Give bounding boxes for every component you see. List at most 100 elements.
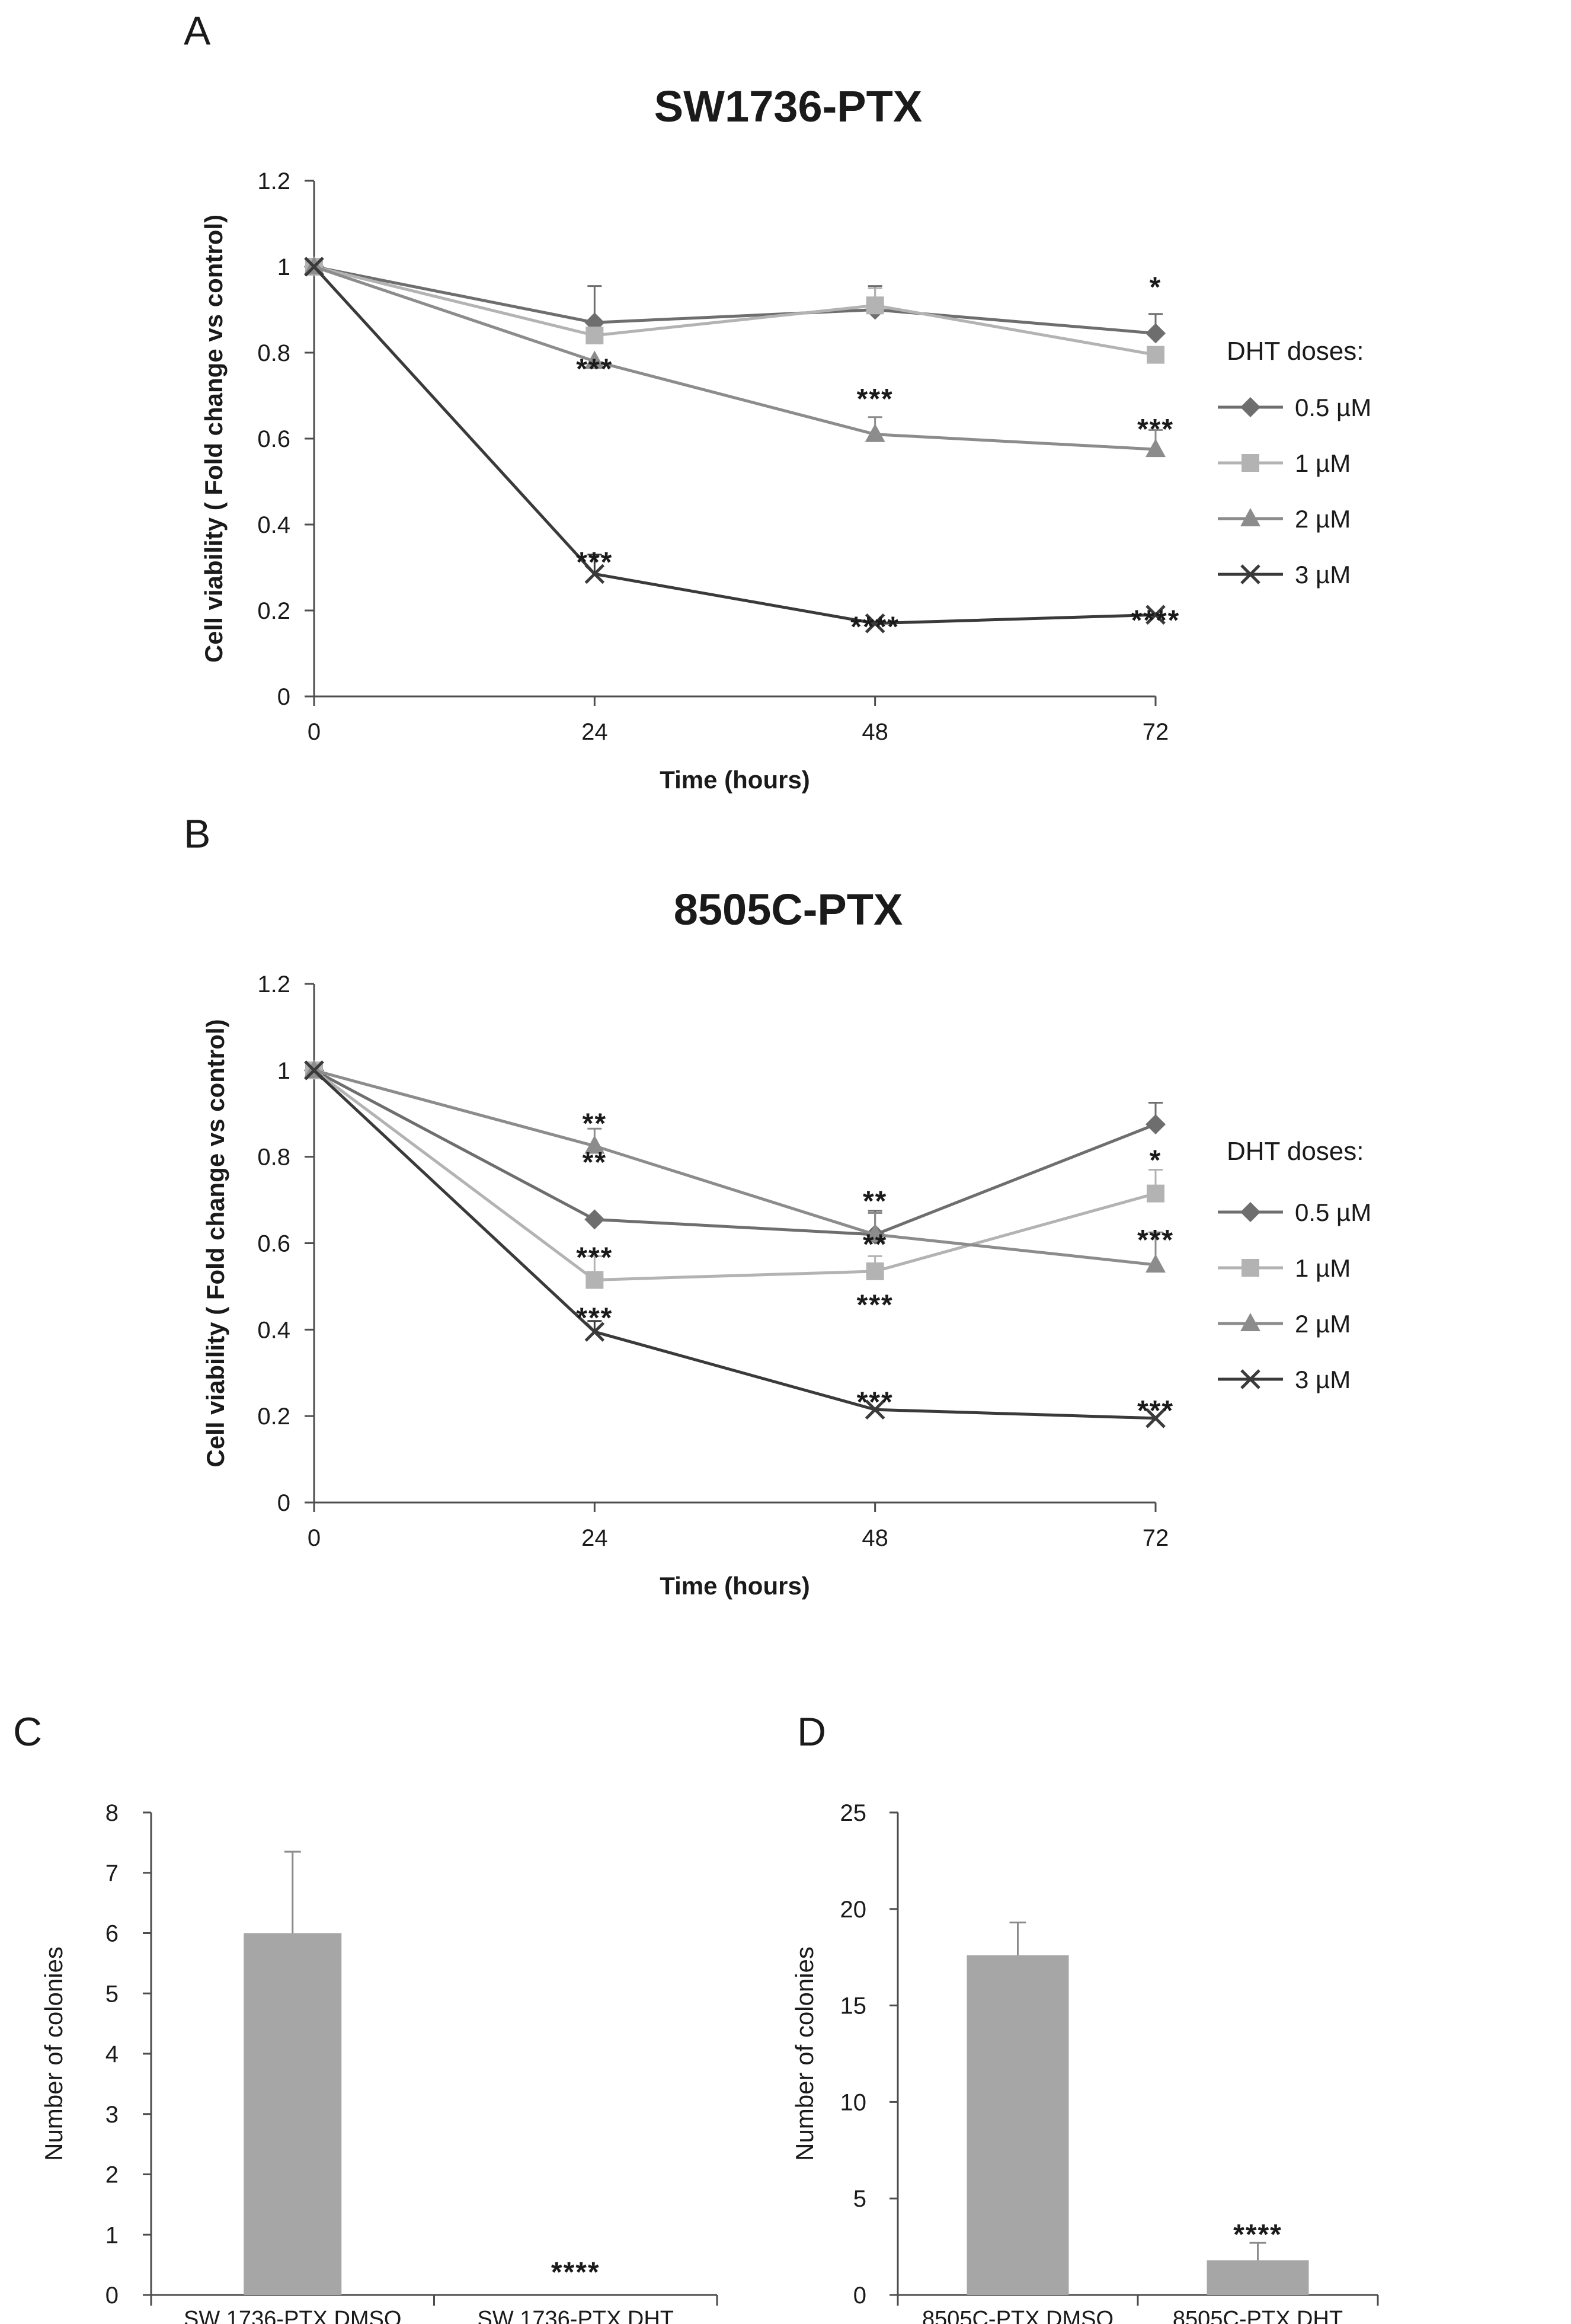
data-point — [865, 1223, 885, 1242]
data-point — [584, 564, 605, 584]
significance-label: *** — [576, 1302, 613, 1334]
y-tick-label: 1 — [105, 2222, 119, 2248]
legend-label: 1 µM — [1295, 1254, 1351, 1282]
y-tick-label: 0.6 — [257, 426, 290, 452]
bar — [967, 1955, 1069, 2295]
y-tick-label: 3 — [105, 2102, 119, 2128]
y-tick-label: 0.2 — [257, 1404, 290, 1430]
data-point — [1146, 323, 1166, 344]
y-tick-label: 20 — [840, 1897, 867, 1923]
x-tick-label: 24 — [581, 719, 608, 745]
data-point — [865, 613, 885, 634]
legend-marker — [1242, 454, 1259, 472]
legend-marker — [1240, 1202, 1260, 1222]
y-tick-label: 1.2 — [257, 168, 290, 194]
y-tick-label: 5 — [105, 1981, 119, 2007]
significance-label: ** — [863, 1186, 887, 1217]
data-point — [865, 1399, 885, 1420]
legend-label: 2 µM — [1295, 1310, 1351, 1338]
x-axis-label: Time (hours) — [660, 766, 810, 794]
y-tick-label: 0 — [277, 684, 290, 710]
y-axis-label: Number of colonies — [791, 1946, 818, 2161]
x-tick-label: 48 — [862, 1525, 888, 1551]
y-tick-label: 25 — [840, 1800, 867, 1826]
legend-label: 3 µM — [1295, 561, 1351, 589]
category-label: 8505C-PTX DMSO — [922, 2307, 1114, 2324]
series-line-1 — [313, 1069, 1156, 1282]
category-label: SW 1736-PTX DMSO — [184, 2307, 401, 2324]
significance-label: *** — [1137, 1395, 1174, 1427]
data-point — [584, 1209, 605, 1230]
data-point — [1146, 605, 1166, 625]
category-label: 8505C-PTX DHT — [1173, 2307, 1343, 2324]
x-tick-label: 48 — [862, 719, 888, 745]
series-line-3 — [313, 1069, 1156, 1420]
y-tick-label: 6 — [105, 1921, 119, 1947]
x-axis-label: Time (hours) — [660, 1572, 810, 1600]
chart-title: SW1736-PTX — [654, 82, 922, 131]
legend-marker — [1240, 1313, 1260, 1331]
data-point — [1146, 1408, 1166, 1428]
panel-letter: D — [797, 1709, 826, 1754]
x-tick-label: 0 — [308, 1525, 321, 1551]
data-point — [304, 1060, 324, 1081]
y-tick-label: 1 — [277, 1058, 290, 1084]
legend-label: 1 µM — [1295, 449, 1351, 477]
legend-marker — [1240, 508, 1260, 526]
legend-label: 3 µM — [1295, 1366, 1351, 1393]
x-tick-label: 24 — [581, 1525, 608, 1551]
significance-label: *** — [576, 547, 613, 578]
x-tick-label: 72 — [1143, 719, 1169, 745]
data-point — [585, 1271, 604, 1289]
series-line-0 — [313, 1069, 1156, 1236]
legend-marker — [1240, 397, 1260, 417]
legend-label: 2 µM — [1295, 505, 1351, 533]
bar-chart-d: D 0 5 10 15 20 25 Number of colonies 8505C-PTX D… — [791, 1709, 1379, 2324]
series-line-2 — [313, 265, 1156, 451]
legend-marker — [1240, 564, 1260, 584]
legend-marker — [1242, 1259, 1259, 1277]
data-point — [1146, 1254, 1166, 1273]
y-tick-label: 0.2 — [257, 598, 290, 624]
data-point — [1146, 439, 1166, 458]
x-tick-label: 72 — [1143, 1525, 1169, 1551]
significance-label: *** — [857, 383, 894, 415]
y-tick-label: 0.4 — [257, 512, 290, 538]
legend-marker — [1240, 1369, 1260, 1389]
significance-label: ** — [583, 1147, 607, 1178]
y-tick-label: 2 — [105, 2162, 119, 2188]
series-line-0 — [313, 265, 1156, 335]
data-point — [1147, 346, 1164, 364]
significance-label: * — [1150, 272, 1162, 303]
legend-title: DHT doses: — [1227, 1137, 1364, 1166]
y-tick-label: 0 — [105, 2283, 119, 2309]
data-point — [866, 296, 884, 315]
y-tick-label: 4 — [105, 2041, 119, 2067]
y-tick-label: 0.8 — [257, 340, 290, 366]
significance-label: **** — [850, 611, 900, 642]
y-tick-label: 0 — [853, 2283, 866, 2309]
y-tick-label: 0 — [277, 1490, 290, 1516]
significance-label: *** — [576, 1242, 613, 1273]
significance-label: ** — [863, 1229, 887, 1261]
panel-letter: C — [13, 1709, 42, 1754]
significance-label: *** — [1137, 1225, 1174, 1256]
data-point — [1146, 1114, 1166, 1134]
y-tick-label: 0.4 — [257, 1317, 290, 1343]
significance-label: *** — [576, 353, 613, 385]
y-tick-label: 1 — [277, 254, 290, 280]
chart-title: 8505C-PTX — [674, 885, 903, 934]
significance-label: *** — [857, 1387, 894, 1418]
x-tick-label: 0 — [308, 719, 321, 745]
line-chart-b: B 8505C-PTX 0 0.2 0.4 0.6 0.8 1 1.2 0 24 48 72 Time (… — [184, 811, 1371, 1600]
significance-label: **** — [1233, 2219, 1282, 2251]
data-point — [584, 350, 605, 369]
y-tick-label: 15 — [840, 1993, 867, 2019]
data-point — [1147, 1184, 1164, 1203]
legend-label: 0.5 µM — [1295, 1198, 1371, 1226]
significance-label: * — [1150, 1145, 1162, 1176]
significance-label: *** — [857, 1290, 894, 1321]
bar — [1207, 2260, 1309, 2295]
bar — [244, 1933, 342, 2295]
